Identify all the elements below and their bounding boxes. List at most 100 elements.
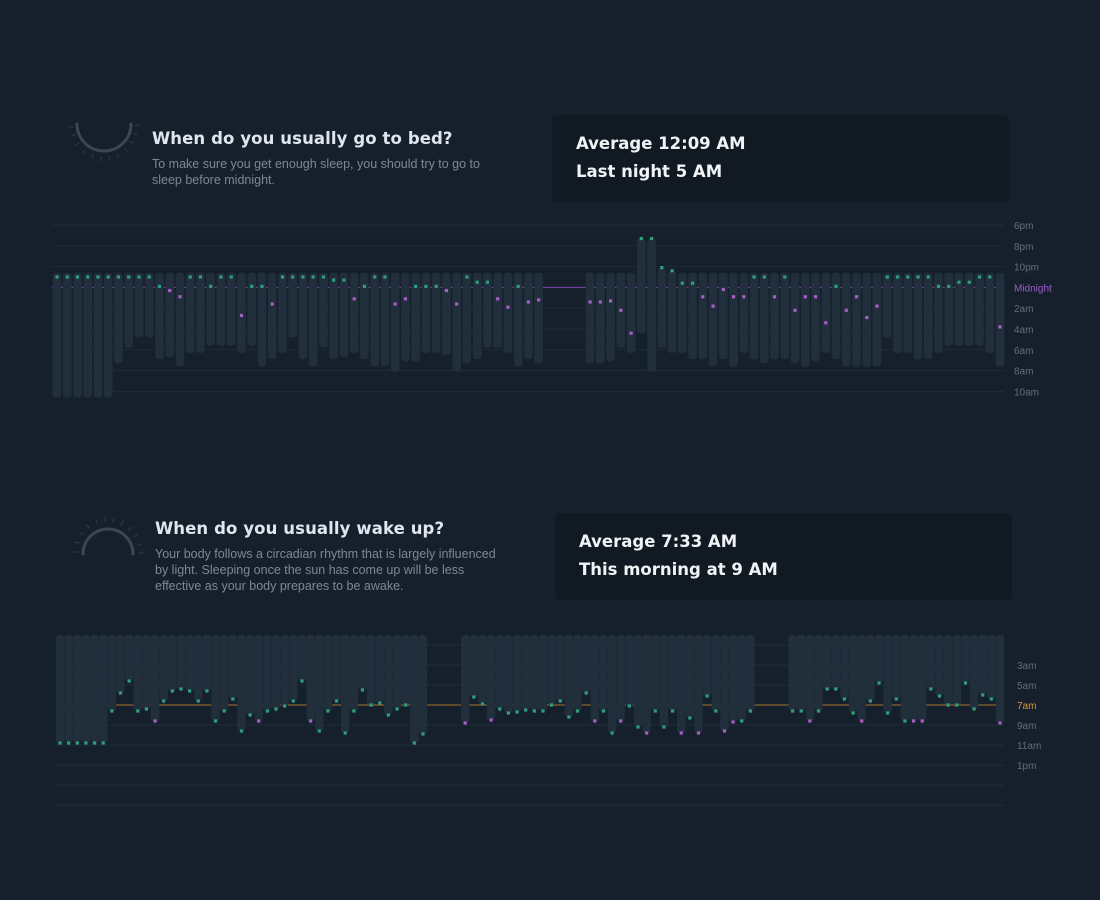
bedtime-point [506,305,510,309]
bedtime-range-bar [852,272,861,367]
wake-point [274,707,278,711]
bedtime-point [475,280,479,284]
wake-point [75,741,79,745]
wake-point [567,715,571,719]
wake-point [645,731,649,735]
bedtime-point [772,295,777,299]
sunset-icon [68,122,140,162]
wake-point [989,697,993,701]
wake-range-bar [694,635,703,733]
wake-point [575,709,580,713]
y-tick-label: Midnight [1014,283,1052,294]
wake-point [498,707,502,711]
wake-point [412,741,416,745]
wake-point [679,731,683,735]
wake-range-bar [323,635,333,711]
wake-point [222,709,226,713]
bedtime-point [977,275,982,279]
bedtime-range-bar [462,272,472,364]
bedtime-range-bar [893,272,902,353]
y-tick-label: 8am [1014,367,1033,378]
bedtime-range-bar [503,272,513,353]
wake-range-bar [564,635,574,717]
wake-range-bar [202,635,212,691]
sunrise-icon [72,516,144,556]
bedtime-range-bar [442,272,451,355]
wake-range-bar [987,635,996,699]
bedtime-point [680,281,684,285]
bedtime-range-bar [247,272,257,346]
bedtime-range-bar [719,272,728,360]
wake-range-bar [848,635,858,713]
wake-this-morning: This morning at 9 AM [579,560,778,579]
wake-point [378,701,382,705]
bedtime-range-bar [452,272,461,372]
wake-range-bar [280,635,289,706]
wake-range-bar [857,635,866,721]
bedtime-point [465,275,469,279]
bedtime-stats-card: Average 12:09 AM Last night 5 AM [552,115,1009,202]
bedtime-point [75,275,80,279]
bedtime-range-bar [298,272,308,360]
bedtime-point [311,275,315,279]
y-tick-label: 5am [1017,681,1036,692]
bedtime-point [793,308,797,312]
bedtime-point [219,275,223,279]
y-tick-label: 6am [1014,346,1033,357]
wake-point [610,731,614,735]
bedtime-range-bar [923,272,933,360]
wake-point [799,709,803,713]
bedtime-point [608,299,613,303]
wake-range-bar [495,635,504,709]
bedtime-range-bar [390,272,400,372]
wake-range-bar [633,635,643,727]
bedtime-point [55,275,59,279]
wake-range-bar [410,635,419,743]
bedtime-range-bar [964,272,974,346]
wake-range-bar [478,635,487,704]
wake-description: Your body follows a circadian rhythm tha… [155,547,496,593]
wake-range-bar [332,635,341,701]
bedtime-range-bar [831,272,841,360]
wake-point [506,711,510,715]
bedtime-range-bar [62,272,72,398]
bedtime-description: To make sure you get enough sleep, you s… [152,157,480,187]
wake-point [101,741,105,745]
wake-point [714,709,718,713]
bedtime-range-bar [596,272,605,364]
wake-point [317,729,321,733]
bedtime-point [762,275,766,279]
bedtime-range-bar [73,272,82,398]
bedtime-range-bar [319,272,328,348]
wake-range-bar [978,635,987,695]
y-tick-label: 3am [1017,661,1036,672]
wake-range-bar [805,635,815,721]
wake-range-bar [926,635,936,689]
bedtime-point [229,275,233,279]
wake-range-bar [952,635,961,705]
bedtime-point [434,284,438,288]
bedtime-chart: 6pm 8pm 10pm Midnight 2am 4am 6am 8am 10am [52,221,1052,398]
wake-range-bar [538,635,548,711]
wake-point [239,729,244,733]
bedtime-range-bar [790,272,800,364]
wake-range-bar [969,635,979,709]
bedtime-range-bar [360,272,369,360]
bedtime-point [485,280,490,284]
bedtime-average: Average 12:09 AM [576,134,746,153]
bedtime-range-bar [308,272,318,367]
wake-range-bar [384,635,393,715]
wake-point [662,725,666,729]
bedtime-title: When do you usually go to bed? [152,129,453,148]
wake-range-bar [728,635,738,722]
wake-point [395,707,399,711]
bedtime-point [690,281,695,285]
y-tick-label: 8pm [1014,242,1033,253]
wake-range-bar [685,635,695,718]
wake-range-bar [228,635,238,699]
wake-point [593,719,597,723]
wake-point [489,718,493,722]
wake-point [886,711,890,715]
wake-range-bar [797,635,806,711]
bedtime-range-bar [93,272,103,398]
